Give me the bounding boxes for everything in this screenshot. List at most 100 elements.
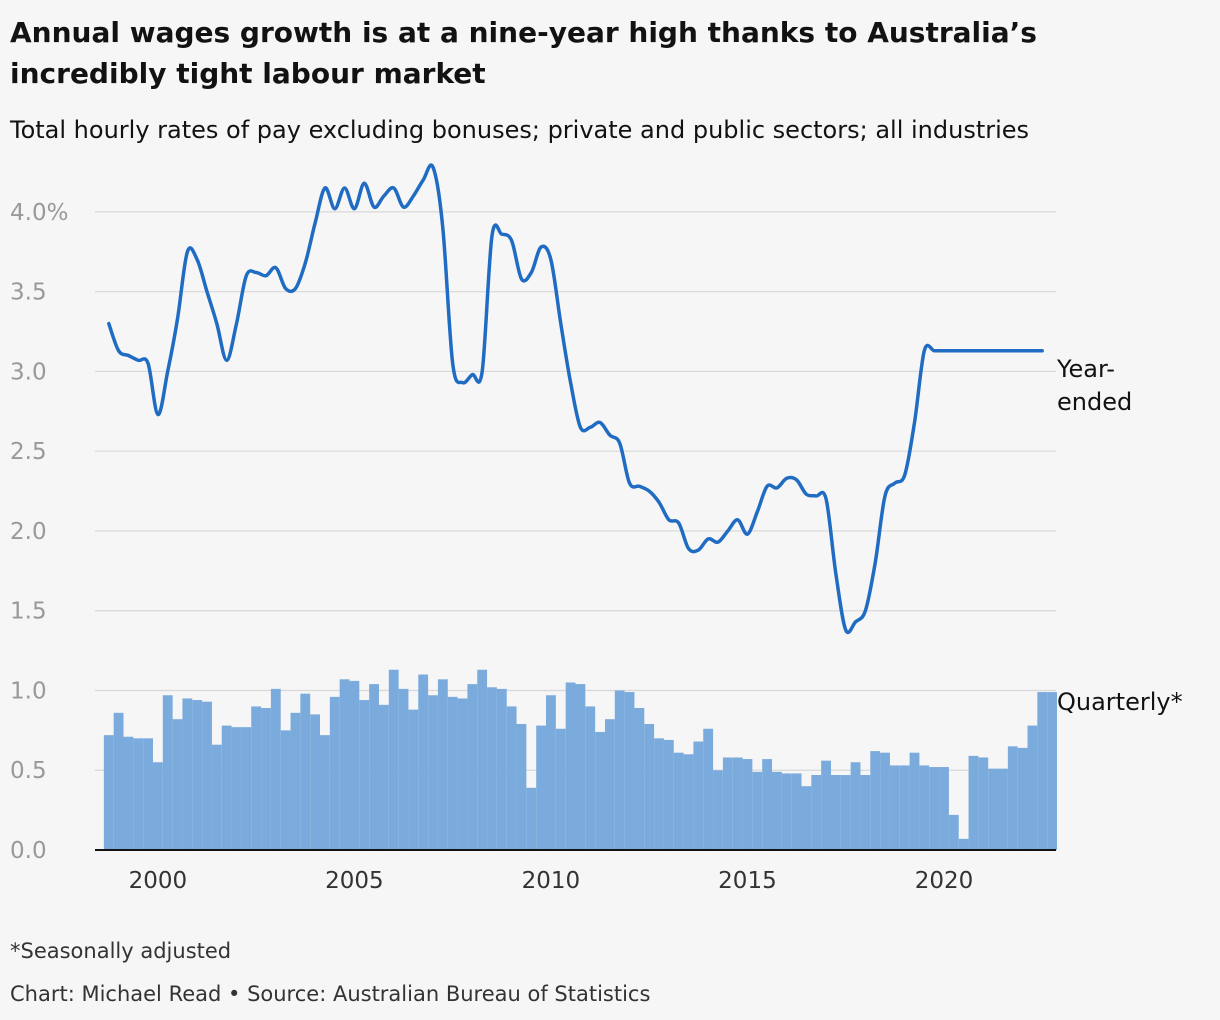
quarterly-bar	[457, 698, 468, 850]
quarterly-bar	[762, 759, 773, 850]
quarterly-bar	[752, 771, 763, 850]
quarterly-bar	[477, 669, 488, 850]
y-tick-label: 3.0	[10, 359, 47, 385]
quarterly-bar	[359, 700, 370, 850]
x-tick-label: 2020	[915, 868, 974, 894]
series-labels: Year-ended Quarterly*	[1056, 355, 1183, 716]
quarterly-bar	[565, 682, 576, 850]
quarterly-bar	[604, 719, 615, 850]
quarterly-bar	[624, 692, 635, 850]
quarterly-bar	[418, 674, 429, 850]
quarterly-bar	[339, 679, 350, 850]
quarterly-bar	[123, 736, 134, 850]
y-tick-label: 4.0%	[10, 200, 68, 226]
quarterly-bar	[546, 695, 556, 850]
quarterly-bar	[408, 709, 419, 850]
quarterly-bar	[742, 759, 753, 850]
y-tick-label: 1.5	[10, 599, 47, 625]
quarterly-bar	[840, 775, 851, 850]
quarterly-bar	[654, 738, 664, 850]
quarterly-bar	[133, 738, 144, 850]
quarterly-bar	[496, 688, 507, 850]
quarterly-bar	[536, 725, 547, 850]
quarterly-label: Quarterly*	[1057, 688, 1183, 716]
y-tick-label: 0.0	[10, 838, 47, 864]
quarterly-bar	[447, 696, 458, 850]
quarterly-bar	[290, 712, 301, 850]
quarterly-bar	[192, 700, 203, 850]
quarterly-bar	[300, 693, 311, 850]
x-tick-label: 2000	[129, 868, 188, 894]
quarterly-bar	[162, 695, 173, 850]
y-tick-label: 2.5	[10, 439, 47, 465]
quarterly-bar	[732, 757, 743, 850]
year-ended-series-line	[107, 163, 1044, 635]
y-tick-label: 0.5	[10, 758, 47, 784]
x-tick-label: 2015	[718, 868, 777, 894]
quarterly-bar	[958, 838, 969, 850]
quarterly-bar	[801, 786, 812, 850]
quarterly-bar	[349, 680, 360, 850]
quarterly-bar	[889, 765, 900, 850]
quarterly-bar	[526, 787, 537, 850]
quarterly-bar	[968, 755, 979, 850]
quarterly-bar	[555, 728, 566, 850]
quarterly-bar	[998, 768, 1008, 850]
quarterly-bar	[939, 767, 949, 850]
quarterly-bar	[880, 752, 890, 850]
quarterly-bar	[221, 725, 232, 850]
quarterly-bar	[428, 695, 438, 850]
quarterly-bar	[703, 728, 714, 850]
x-tick-label: 2005	[325, 868, 384, 894]
quarterly-bar	[143, 738, 153, 850]
quarterly-bar	[506, 706, 517, 850]
chart-title: Annual wages growth is at a nine-year hi…	[10, 16, 1037, 90]
quarterly-bar	[182, 698, 193, 850]
quarterly-bar	[811, 775, 822, 850]
quarterly-bar	[1037, 692, 1048, 850]
quarterly-bar	[241, 727, 252, 850]
quarterly-bar	[713, 770, 723, 850]
chart-subtitle: Total hourly rates of pay excluding bonu…	[10, 116, 1030, 144]
quarterly-bar	[231, 727, 242, 850]
quarterly-bar	[378, 704, 389, 850]
quarterly-bar	[1007, 746, 1018, 850]
quarterly-bar	[850, 762, 861, 850]
quarterly-bar	[860, 775, 871, 850]
y-tick-label: 3.5	[10, 280, 47, 306]
quarterly-bar	[988, 768, 999, 850]
year-ended-label: Year-ended	[1056, 355, 1132, 416]
y-tick-labels: 0.0 0.5 1.0 1.5 2.0 2.5 3.0 3.5 4.0%	[10, 200, 68, 864]
quarterly-bar	[575, 684, 586, 850]
quarterly-bar	[437, 679, 448, 850]
quarterly-bar	[772, 771, 782, 850]
quarterly-bar	[693, 741, 704, 850]
quarterly-bar	[585, 706, 596, 850]
quarterly-bar	[211, 744, 222, 850]
quarterly-bar	[172, 719, 183, 850]
footnote: *Seasonally adjusted	[10, 939, 232, 963]
quarterly-bar	[388, 669, 399, 850]
wages-chart: 0.0 0.5 1.0 1.5 2.0 2.5 3.0 3.5 4.0% 2000 2005 201…	[10, 163, 1183, 894]
quarterly-bar	[487, 687, 497, 850]
quarterly-bar	[663, 739, 674, 850]
x-tick-labels: 2000 2005 2010 2015 2020	[129, 868, 974, 894]
year-ended-line	[107, 163, 1044, 635]
quarterly-bar	[1017, 747, 1028, 850]
quarterly-bar	[103, 735, 114, 850]
source-credit: Chart: Michael Read • Source: Australian…	[10, 982, 651, 1006]
quarterly-bar	[320, 735, 330, 850]
quarterly-bar	[1027, 725, 1038, 850]
quarterly-bar	[821, 760, 831, 850]
quarterly-bar	[280, 730, 291, 850]
quarterly-bar	[261, 708, 271, 850]
quarterly-bar	[673, 752, 684, 850]
quarterly-bar	[781, 773, 792, 850]
quarterly-bar	[152, 762, 163, 850]
quarterly-bar	[909, 752, 920, 850]
quarterly-bar	[113, 712, 124, 850]
quarterly-bar	[1047, 692, 1057, 850]
quarterly-bar	[978, 757, 989, 850]
quarterly-bar	[251, 706, 262, 850]
quarterly-bar	[467, 684, 478, 850]
